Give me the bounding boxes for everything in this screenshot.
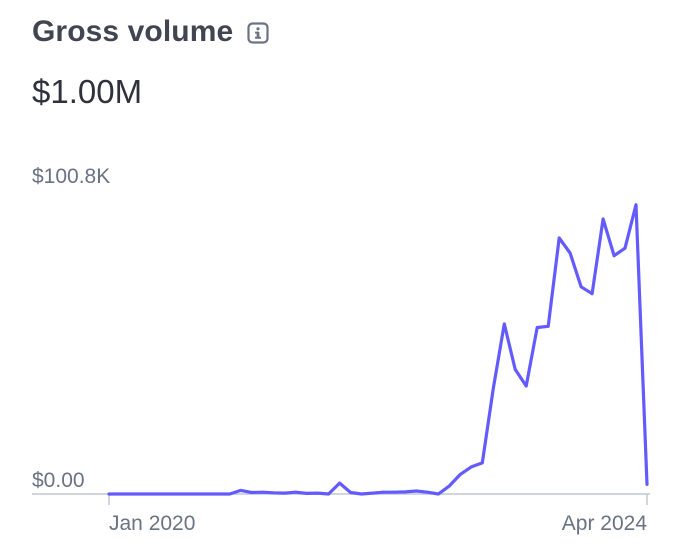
data-point [513,368,517,371]
data-point [524,384,528,388]
header: Gross volume [32,12,269,52]
data-point [557,236,561,240]
y-tick-label-max: $100.8K [32,165,110,188]
data-point [360,492,363,496]
data-point [283,491,287,495]
x-tick-label-start: Jan 2020 [109,512,195,535]
y-tick-label-min: $0.00 [32,469,85,492]
data-point [305,492,308,495]
data-point [228,492,232,496]
data-point [261,490,265,494]
data-point [184,492,188,496]
data-point [645,482,649,486]
data-point [250,491,254,494]
data-point [568,251,572,255]
data-point [535,326,539,329]
data-point [118,492,122,496]
data-points [107,203,649,496]
data-point [491,387,495,390]
data-point [349,491,352,494]
data-point [579,285,583,289]
series-line [107,203,649,496]
data-point [601,217,605,221]
data-point [458,473,462,476]
data-point [129,492,133,496]
total-value: $1.00M [32,73,143,110]
data-point [162,492,166,496]
data-point [448,484,451,488]
data-point [502,322,506,326]
x-tick-label-end: Apr 2024 [562,512,648,535]
chart-title: Gross volume [32,15,234,48]
data-point [107,492,111,496]
data-point [371,491,374,495]
data-point [338,481,341,485]
data-point [404,490,407,494]
data-point [382,490,385,494]
data-point [415,489,418,493]
data-point [469,465,473,469]
data-point [590,292,594,296]
data-point [634,203,638,207]
data-point [437,492,440,496]
data-point [623,246,627,250]
data-point [206,492,210,496]
data-point [327,492,330,496]
data-point [239,489,243,492]
data-point [173,492,177,496]
data-point [294,490,298,494]
data-point [546,324,550,328]
info-icon[interactable] [247,22,269,44]
data-point [140,492,144,496]
data-point [480,461,484,465]
data-point [195,492,199,496]
data-point [316,491,319,495]
data-point [151,492,155,496]
data-point [217,492,221,496]
data-point [612,254,616,258]
data-point [272,491,276,495]
data-point [393,490,396,494]
data-point [426,490,429,494]
